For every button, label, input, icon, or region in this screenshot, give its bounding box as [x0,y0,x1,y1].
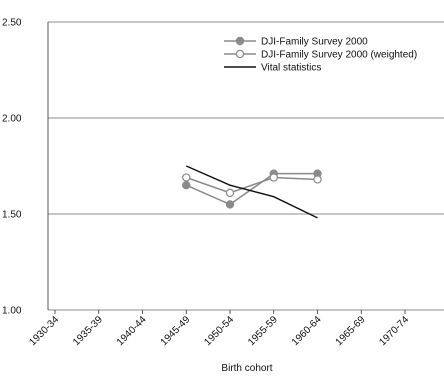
data-point [225,188,235,198]
data-point [182,173,191,182]
x-tick-label: 1955-59 [246,314,280,348]
y-tick-label: 2.50 [2,18,22,29]
y-tick-label: 1.50 [2,210,22,221]
axes: 1.00 1.50 2.00 2.50 1930-34 1935-39 1940-44 194… [2,18,411,349]
data-point [313,175,322,184]
series [182,165,322,219]
legend-label: DJI-Family Survey 2000 (weighted) [261,50,417,61]
data-point [182,180,191,190]
x-tick-label: 1965-69 [334,314,368,348]
series-line [185,172,318,206]
series-line [185,165,318,219]
x-axis-title: Birth cohort [221,363,272,374]
data-point [225,200,235,209]
x-tick-label: 1935-39 [71,314,105,348]
y-tick-label: 1.00 [2,306,22,317]
legend-marker [235,36,245,46]
legend-label: DJI-Family Survey 2000 [261,37,368,48]
x-tick-label: 1945-49 [159,314,193,348]
legend: DJI-Family Survey 2000 DJI-Family Survey … [224,37,417,74]
data-point [269,173,278,182]
x-tick-label: 1930-34 [27,314,61,348]
x-tick-label: 1940-44 [115,314,149,348]
legend-label: Vital statistics [261,63,321,74]
x-tick-label: 1970-74 [377,314,411,348]
x-tick-label: 1950-54 [202,314,236,348]
series-line [186,176,318,194]
x-tick-label: 1960-64 [290,314,324,348]
y-tick-label: 2.00 [2,114,22,125]
gridlines [48,21,444,311]
legend-marker [235,49,245,59]
